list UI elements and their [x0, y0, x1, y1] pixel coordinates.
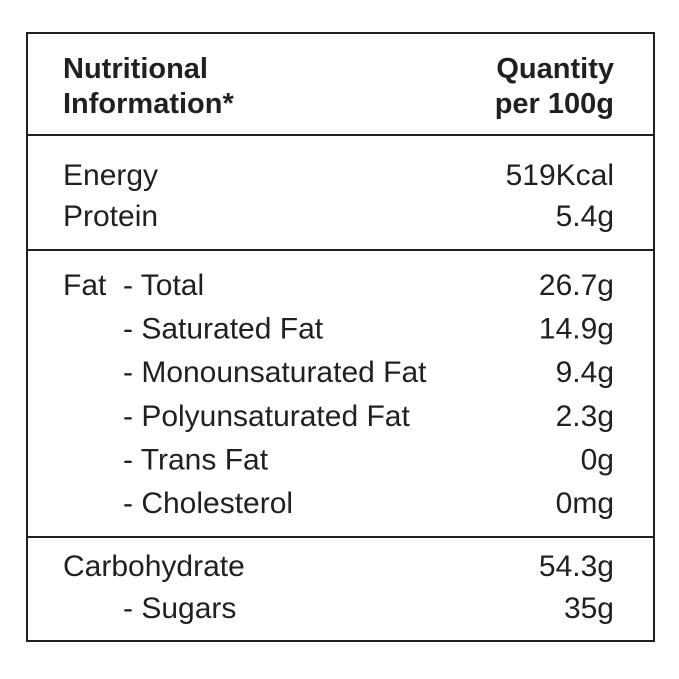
- row-value: 519Kcal: [506, 159, 614, 192]
- row-label: Carbohydrate: [63, 550, 245, 583]
- row-value: 2.3g: [556, 400, 614, 433]
- row-sublabel: - Saturated Fat: [123, 313, 324, 346]
- row-label: Protein: [63, 200, 158, 233]
- header-quantity: per 100g: [495, 88, 614, 120]
- row-sublabel: - Monounsaturated Fat: [123, 356, 427, 389]
- row-sublabel: - Trans Fat: [123, 443, 269, 476]
- header-title: Information*: [63, 88, 234, 120]
- row-sublabel: - Total: [123, 269, 204, 302]
- row-sublabel: - Cholesterol: [123, 487, 293, 520]
- table-border: [26, 32, 655, 642]
- row-value: 9.4g: [556, 356, 614, 389]
- header-quantity: Quantity: [496, 53, 614, 85]
- row-sublabel: - Sugars: [123, 592, 236, 625]
- row-value: 54.3g: [539, 550, 614, 583]
- row-value: 5.4g: [556, 200, 614, 233]
- row-value: 35g: [564, 592, 614, 625]
- row-label: Fat: [63, 269, 107, 302]
- row-value: 26.7g: [539, 269, 614, 302]
- row-value: 0mg: [556, 487, 614, 520]
- header-title: Nutritional: [63, 53, 208, 85]
- row-sublabel: - Polyunsaturated Fat: [123, 400, 410, 433]
- row-label: Energy: [63, 159, 158, 192]
- row-value: 0g: [581, 443, 614, 476]
- row-value: 14.9g: [539, 313, 614, 346]
